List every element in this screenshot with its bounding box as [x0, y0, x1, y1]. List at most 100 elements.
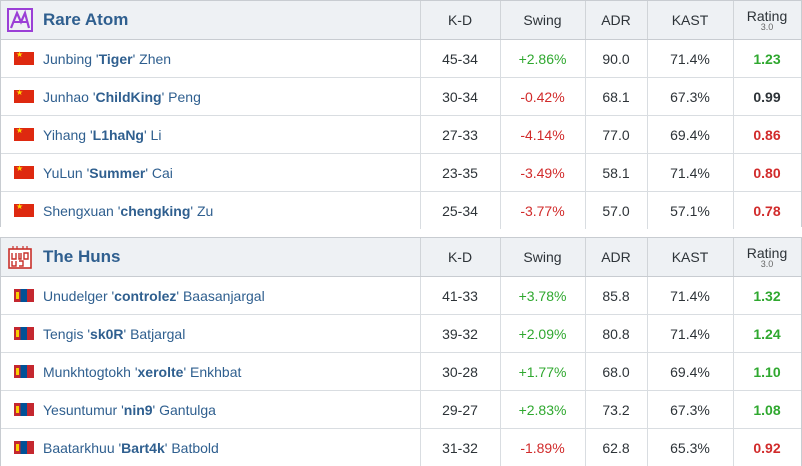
player-adr: 68.1: [585, 78, 648, 115]
player-nickname: sk0R: [90, 325, 124, 342]
player-nickname: Tiger: [98, 50, 133, 67]
player-kd: 39-32: [420, 315, 501, 352]
player-swing: +2.09%: [500, 315, 586, 352]
china-flag-icon: [14, 50, 34, 65]
china-flag-icon: [14, 202, 34, 217]
team-name-link[interactable]: The Huns: [43, 247, 121, 266]
mongolia-flag-icon: [14, 365, 34, 378]
player-kast: 71.4%: [647, 154, 734, 191]
player-adr: 90.0: [585, 40, 648, 77]
player-row: Baatarkhuu 'Bart4k' Batbold 31-32 -1.89%…: [1, 429, 801, 466]
player-rating: 0.78: [753, 202, 781, 219]
player-name-link[interactable]: Junhao 'ChildKing' Peng: [43, 89, 201, 105]
player-adr: 58.1: [585, 154, 648, 191]
player-swing: -1.89%: [500, 429, 586, 466]
header-adr[interactable]: ADR: [585, 1, 648, 39]
player-name-link[interactable]: Junbing 'Tiger' Zhen: [43, 51, 171, 67]
player-name-link[interactable]: Baatarkhuu 'Bart4k' Batbold: [43, 440, 219, 456]
team-name-link[interactable]: Rare Atom: [43, 10, 129, 29]
player-nickname: chengking: [120, 202, 191, 219]
header-kd[interactable]: K-D: [420, 238, 501, 276]
header-swing[interactable]: Swing: [500, 238, 586, 276]
rare-atom-logo-icon[interactable]: [7, 7, 33, 33]
player-first-name: Tengis ': [43, 325, 91, 342]
player-name-link[interactable]: Tengis 'sk0R' Batjargal: [43, 326, 185, 342]
player-name-link[interactable]: Munkhtogtokh 'xerolte' Enkhbat: [43, 364, 241, 380]
player-row: YuLun 'Summer' Cai 23-35 -3.49% 58.1 71.…: [1, 154, 801, 192]
header-kast[interactable]: KAST: [647, 1, 734, 39]
player-name-link[interactable]: Yesuntumur 'nin9' Gantulga: [43, 402, 216, 418]
player-kast: 71.4%: [647, 40, 734, 77]
player-adr: 80.8: [585, 315, 648, 352]
player-adr: 57.0: [585, 192, 648, 229]
header-rating[interactable]: Rating 3.0: [733, 1, 801, 39]
player-kd: 25-34: [420, 192, 501, 229]
player-swing: -0.42%: [500, 78, 586, 115]
player-row: Tengis 'sk0R' Batjargal 39-32 +2.09% 80.…: [1, 315, 801, 353]
player-adr: 85.8: [585, 277, 648, 314]
player-kd: 29-27: [420, 391, 501, 428]
player-kast: 65.3%: [647, 429, 734, 466]
player-rating: 0.86: [753, 126, 781, 143]
header-adr[interactable]: ADR: [585, 238, 648, 276]
player-name-link[interactable]: Yihang 'L1haNg' Li: [43, 127, 161, 143]
player-nickname: Summer: [89, 164, 146, 181]
player-nickname: controlez: [114, 287, 177, 304]
player-kast: 69.4%: [647, 116, 734, 153]
player-rows: Unudelger 'controlez' Baasanjargal 41-33…: [1, 277, 801, 466]
header-swing[interactable]: Swing: [500, 1, 586, 39]
header-kd[interactable]: K-D: [420, 1, 501, 39]
player-rating: 1.24: [753, 325, 781, 342]
player-adr: 68.0: [585, 353, 648, 390]
player-nickname: nin9: [123, 401, 153, 418]
player-kd: 31-32: [420, 429, 501, 466]
player-swing: +2.83%: [500, 391, 586, 428]
player-kd: 27-33: [420, 116, 501, 153]
player-nickname: xerolte: [137, 363, 184, 380]
header-rating-version: 3.0: [760, 258, 774, 269]
player-last-name: ' Zhen: [132, 50, 172, 67]
player-kast: 57.1%: [647, 192, 734, 229]
player-row: Junbing 'Tiger' Zhen 45-34 +2.86% 90.0 7…: [1, 40, 801, 78]
player-kd: 30-28: [420, 353, 501, 390]
player-name-link[interactable]: Unudelger 'controlez' Baasanjargal: [43, 288, 265, 304]
player-adr: 73.2: [585, 391, 648, 428]
china-flag-icon: [14, 164, 34, 179]
table-header: The Huns K-D Swing ADR KAST Rating 3.0: [1, 238, 801, 277]
player-kast: 69.4%: [647, 353, 734, 390]
player-last-name: ' Li: [143, 126, 162, 143]
player-row: Yesuntumur 'nin9' Gantulga 29-27 +2.83% …: [1, 391, 801, 429]
player-name-link[interactable]: YuLun 'Summer' Cai: [43, 165, 173, 181]
mongolia-flag-icon: [14, 289, 34, 302]
player-last-name: ' Batbold: [164, 439, 219, 456]
player-last-name: ' Enkhbat: [183, 363, 242, 380]
player-nickname: Bart4k: [121, 439, 165, 456]
player-kd: 30-34: [420, 78, 501, 115]
player-kd: 45-34: [420, 40, 501, 77]
player-nickname: L1haNg: [92, 126, 144, 143]
header-rating[interactable]: Rating 3.0: [733, 238, 801, 276]
team-stats-table-rare-atom: Rare Atom K-D Swing ADR KAST Rating 3.0 …: [0, 0, 802, 229]
player-last-name: ' Batjargal: [123, 325, 186, 342]
mongolia-flag-icon: [14, 403, 34, 416]
player-name-link[interactable]: Shengxuan 'chengking' Zu: [43, 203, 213, 219]
player-swing: +1.77%: [500, 353, 586, 390]
player-swing: +3.78%: [500, 277, 586, 314]
player-first-name: Munkhtogtokh ': [43, 363, 138, 380]
player-rating: 0.92: [753, 439, 781, 456]
player-rating: 0.99: [753, 88, 781, 105]
the-huns-logo-icon[interactable]: [7, 244, 33, 270]
player-row: Munkhtogtokh 'xerolte' Enkhbat 30-28 +1.…: [1, 353, 801, 391]
player-rows: Junbing 'Tiger' Zhen 45-34 +2.86% 90.0 7…: [1, 40, 801, 229]
player-rating: 1.32: [753, 287, 781, 304]
mongolia-flag-icon: [14, 327, 34, 340]
player-last-name: ' Peng: [161, 88, 201, 105]
player-first-name: Yesuntumur ': [43, 401, 124, 418]
china-flag-icon: [14, 126, 34, 141]
player-swing: -3.77%: [500, 192, 586, 229]
player-nickname: ChildKing: [95, 88, 162, 105]
header-kast[interactable]: KAST: [647, 238, 734, 276]
player-rating: 1.10: [753, 363, 781, 380]
player-swing: -3.49%: [500, 154, 586, 191]
player-first-name: YuLun ': [43, 164, 90, 181]
